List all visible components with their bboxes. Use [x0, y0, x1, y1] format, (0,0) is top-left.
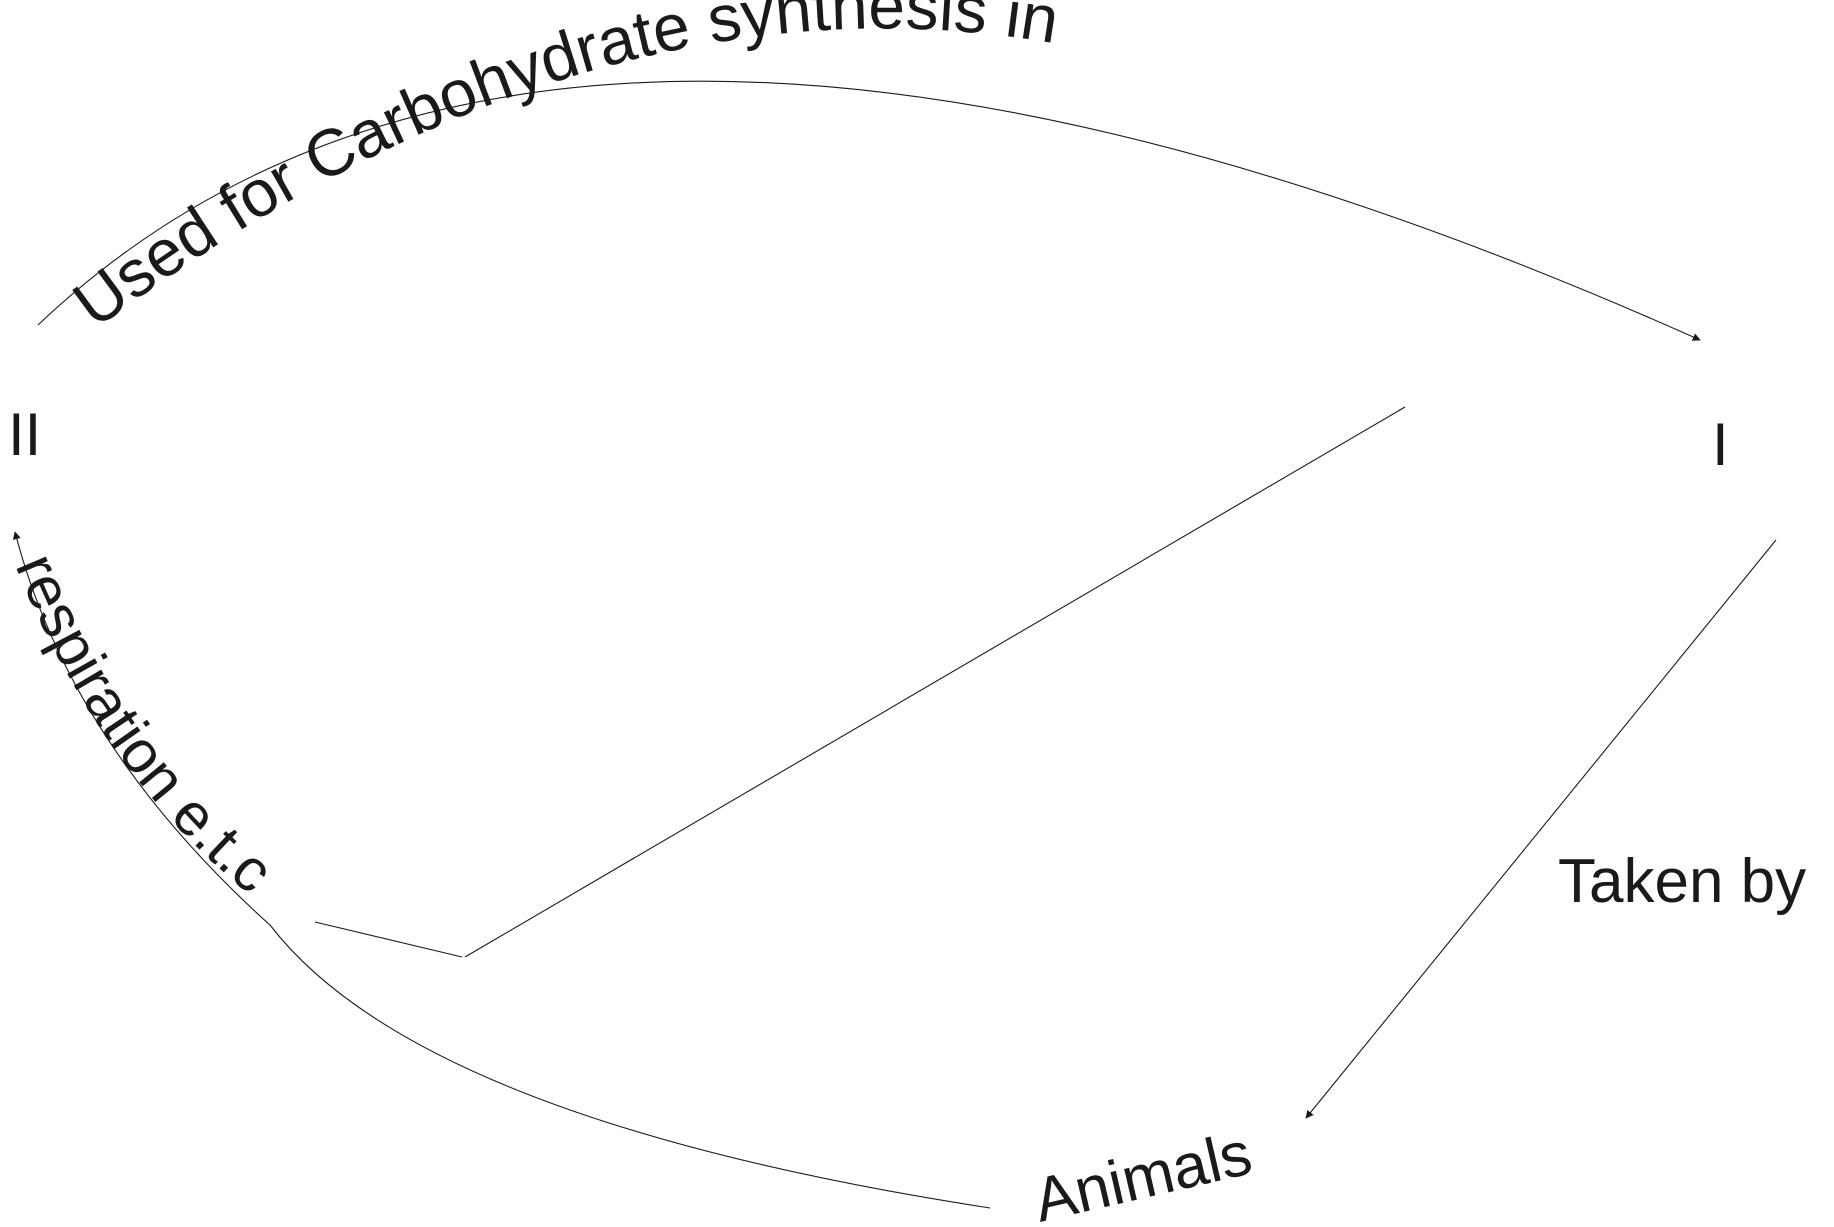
animals-label: Animals — [1028, 1119, 1258, 1227]
left-arc-label: respiration e.t.c — [3, 544, 286, 905]
taken-by-label: Taken by — [1558, 847, 1806, 916]
node-I-label: I — [1712, 411, 1729, 478]
right-diagonal-arrow — [1305, 539, 1777, 1119]
top-arc-label: Used for Carbohydrate synthesis in — [60, 0, 1064, 341]
connector-line-short — [314, 921, 463, 958]
connector-line-long — [464, 406, 1406, 958]
left-arc-arrow — [12, 531, 991, 1209]
node-II-label: II — [8, 401, 41, 468]
top-arc-arrow — [37, 80, 1701, 341]
